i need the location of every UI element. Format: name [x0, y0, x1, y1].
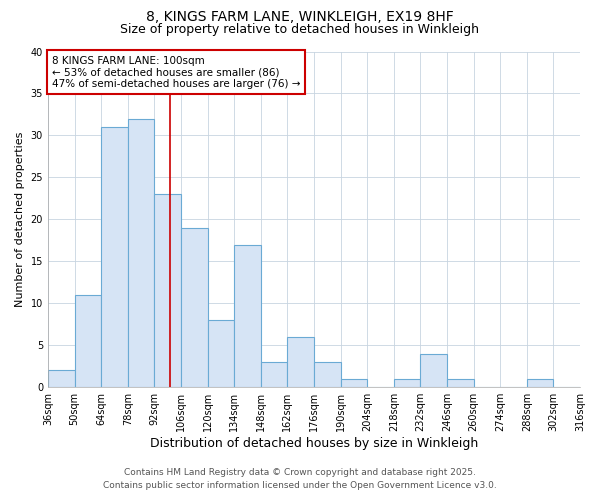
- Bar: [74, 295, 101, 387]
- Y-axis label: Number of detached properties: Number of detached properties: [15, 132, 25, 307]
- Text: 8, KINGS FARM LANE, WINKLEIGH, EX19 8HF: 8, KINGS FARM LANE, WINKLEIGH, EX19 8HF: [146, 10, 454, 24]
- Bar: [287, 337, 314, 387]
- Text: 8 KINGS FARM LANE: 100sqm
← 53% of detached houses are smaller (86)
47% of semi-: 8 KINGS FARM LANE: 100sqm ← 53% of detac…: [52, 56, 300, 89]
- Bar: [181, 228, 208, 387]
- Bar: [527, 379, 553, 387]
- Bar: [341, 379, 367, 387]
- Bar: [261, 362, 287, 387]
- Bar: [101, 127, 128, 387]
- Bar: [128, 118, 154, 387]
- Bar: [394, 379, 421, 387]
- X-axis label: Distribution of detached houses by size in Winkleigh: Distribution of detached houses by size …: [150, 437, 478, 450]
- Bar: [48, 370, 74, 387]
- Text: Contains HM Land Registry data © Crown copyright and database right 2025.
Contai: Contains HM Land Registry data © Crown c…: [103, 468, 497, 490]
- Bar: [447, 379, 473, 387]
- Bar: [314, 362, 341, 387]
- Bar: [234, 244, 261, 387]
- Text: Size of property relative to detached houses in Winkleigh: Size of property relative to detached ho…: [121, 22, 479, 36]
- Bar: [421, 354, 447, 387]
- Bar: [154, 194, 181, 387]
- Bar: [208, 320, 234, 387]
